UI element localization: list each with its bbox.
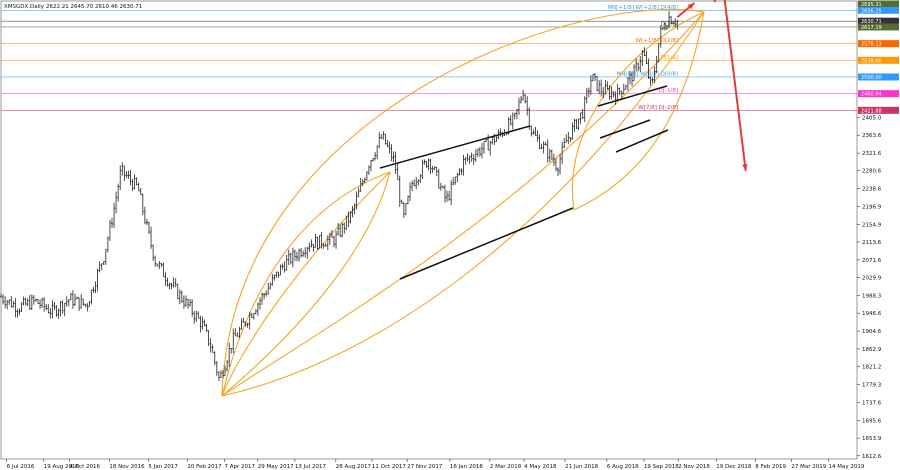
y-tick-label: 1653.9 <box>862 436 882 442</box>
cycle-curve <box>573 11 705 211</box>
y-tick-label: 2113.6 <box>862 240 882 246</box>
forecast-arrowhead <box>742 164 748 171</box>
x-tick-label: 14 May 2019 <box>828 464 864 470</box>
level-badge <box>858 90 899 98</box>
level-badge <box>858 73 899 81</box>
y-tick-label: 1779.3 <box>862 383 882 389</box>
x-tick-label: 27 Nov 2017 <box>407 464 443 470</box>
cycle-curve <box>221 171 391 397</box>
x-tick-label: 8 Feb 2019 <box>755 464 786 470</box>
x-tick-label: 7 Apr 2017 <box>225 464 256 470</box>
y-tick-label: 1612.6 <box>862 454 882 460</box>
level-label: MN[+1/8] W[+2/8] D[4/8] <box>607 5 678 11</box>
cycle-curve <box>221 11 705 397</box>
cycle-curve <box>221 8 705 397</box>
symbol-label: XMSGDX,Daily <box>4 4 45 10</box>
forecast-arrowhead <box>712 0 716 3</box>
cycle-curve <box>221 171 391 397</box>
x-tick-label: 20 Feb 2017 <box>187 464 222 470</box>
x-tick-label: 11 Oct 2017 <box>372 464 407 470</box>
y-tick-label: 1737.6 <box>862 400 882 406</box>
level-badge <box>858 106 899 114</box>
level-badge <box>858 0 899 8</box>
level-label: MN[8/8] W[8/8] D[0/8] <box>617 71 678 77</box>
ohlc-values: 2622.21 2645.70 2610.46 2630.71 <box>46 4 142 10</box>
y-tick-label: 2196.9 <box>862 204 882 210</box>
y-tick-label: 2154.9 <box>862 222 882 228</box>
level-badge <box>858 17 899 25</box>
x-tick-label: 4 May 2018 <box>524 464 557 470</box>
channel-line <box>597 85 668 107</box>
x-tick-label: 18 Nov 2016 <box>109 464 145 470</box>
level-badge <box>858 40 899 48</box>
level-badge-text: 2578.13 <box>861 42 882 48</box>
x-tick-label: 6 Aug 2018 <box>607 464 639 470</box>
plot-frame <box>0 0 858 460</box>
level-badge <box>858 6 899 14</box>
forecast-arrow <box>723 0 747 172</box>
level-badge-text: 2421.88 <box>861 108 882 114</box>
channel-line <box>615 129 669 153</box>
y-tick-label: 1946.6 <box>862 311 882 317</box>
level-badge-text: 2656.25 <box>861 8 882 14</box>
y-tick-label: 2280.6 <box>862 169 882 175</box>
forecast-arrows <box>676 0 748 172</box>
x-tick-label: 5 Jan 2017 <box>148 464 178 470</box>
x-tick-label: 19 Dec 2018 <box>716 464 752 470</box>
forecast-arrowhead <box>687 3 695 10</box>
cycle-curve <box>571 11 705 211</box>
x-tick-label: 13 Jul 2017 <box>295 464 327 470</box>
x-tick-label: 4 Oct 2016 <box>69 464 100 470</box>
y-tick-label: 2321.6 <box>862 151 882 157</box>
x-tick-label: 2 Nov 2018 <box>678 464 710 470</box>
channel-line <box>399 207 574 280</box>
y-tick-label: 2363.6 <box>862 133 882 139</box>
level-badge-text: 2630.71 <box>861 19 882 25</box>
x-tick-label: 28 Aug 2017 <box>336 464 372 470</box>
price-axis: 1612.6 1653.9 1695.6 1737.6 1779.3 1821.2 1862… <box>857 116 882 460</box>
x-tick-label: 6 Jul 2016 <box>7 464 35 470</box>
level-badge-text: 2617.19 <box>861 25 882 31</box>
cycle-curve <box>221 171 391 397</box>
x-tick-label: 16 Jan 2018 <box>450 464 483 470</box>
y-tick-label: 2029.9 <box>862 276 882 282</box>
cycle-curves <box>221 8 705 397</box>
level-label: W[7/8] D[-2/8] <box>638 105 678 111</box>
level-badge-text: 2695.31 <box>861 2 882 8</box>
y-tick-label: 1695.6 <box>862 418 882 424</box>
y-tick-label: 2238.6 <box>862 187 882 193</box>
cycle-curve <box>221 11 705 397</box>
level-badge-text: 2539.06 <box>861 58 882 64</box>
channel-line <box>599 119 651 139</box>
level-badge-text: 2500.00 <box>861 75 882 81</box>
x-tick-label: 19 Aug 2016 <box>44 464 80 470</box>
y-tick-label: 1862.9 <box>862 347 882 353</box>
x-tick-label: 2 Mar 2018 <box>490 464 522 470</box>
y-tick-label: 1821.2 <box>862 365 881 371</box>
level-badge <box>858 23 899 31</box>
x-tick-label: 21 Jun 2018 <box>565 464 599 470</box>
y-tick-label: 1988.3 <box>862 293 882 299</box>
x-tick-label: 27 Mar 2019 <box>791 464 826 470</box>
level-badge <box>858 56 899 64</box>
price-bars <box>0 11 679 382</box>
level-label: D[-1/8] <box>659 88 678 94</box>
level-label: D[1/8] <box>661 55 678 61</box>
level-badge-text: 2460.94 <box>861 92 882 98</box>
y-tick-label: 2071.6 <box>862 258 882 264</box>
y-tick-label: 2405.0 <box>862 116 882 122</box>
x-tick-label: 29 May 2017 <box>258 464 294 470</box>
x-tick-label: 19 Sep 2018 <box>644 464 679 470</box>
y-tick-label: 1904.6 <box>862 329 882 335</box>
